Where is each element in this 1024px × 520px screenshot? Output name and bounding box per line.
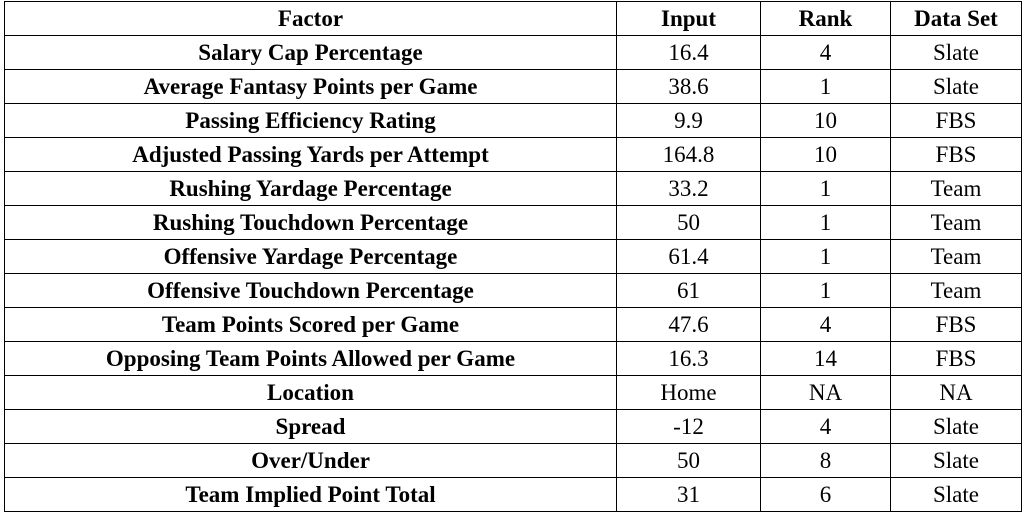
table-row: Opposing Team Points Allowed per Game 16.…: [4, 341, 1022, 376]
cell-factor: Average Fantasy Points per Game: [4, 69, 617, 104]
cell-rank: 4: [760, 307, 891, 342]
table-row: Location Home NA NA: [4, 375, 1022, 410]
cell-data-set: Slate: [890, 477, 1022, 512]
cell-factor: Adjusted Passing Yards per Attempt: [4, 137, 617, 172]
cell-input: 16.3: [616, 341, 761, 376]
cell-rank: 8: [760, 443, 891, 478]
factor-table: Factor Input Rank Data Set Salary Cap Pe…: [4, 1, 1022, 512]
cell-factor: Over/Under: [4, 443, 617, 478]
cell-rank: NA: [760, 375, 891, 410]
table-row: Average Fantasy Points per Game 38.6 1 Slat…: [4, 69, 1022, 104]
cell-data-set: Team: [890, 205, 1022, 240]
table-row: Offensive Yardage Percentage 61.4 1 Team: [4, 239, 1022, 274]
cell-data-set: Team: [890, 171, 1022, 206]
cell-data-set: NA: [890, 375, 1022, 410]
cell-input: 9.9: [616, 103, 761, 138]
cell-rank: 1: [760, 205, 891, 240]
table-row: Spread -12 4 Slate: [4, 409, 1022, 444]
header-rank: Rank: [760, 1, 891, 36]
cell-data-set: FBS: [890, 137, 1022, 172]
table-row: Adjusted Passing Yards per Attempt 164.8 1…: [4, 137, 1022, 172]
cell-factor: Salary Cap Percentage: [4, 35, 617, 70]
cell-input: 31: [616, 477, 761, 512]
cell-data-set: FBS: [890, 341, 1022, 376]
cell-rank: 4: [760, 409, 891, 444]
cell-rank: 1: [760, 171, 891, 206]
cell-rank: 1: [760, 69, 891, 104]
cell-factor: Rushing Yardage Percentage: [4, 171, 617, 206]
cell-data-set: Slate: [890, 443, 1022, 478]
cell-input: 61: [616, 273, 761, 308]
cell-factor: Team Implied Point Total: [4, 477, 617, 512]
table-row: Offensive Touchdown Percentage 61 1 Team: [4, 273, 1022, 308]
cell-rank: 14: [760, 341, 891, 376]
cell-input: 16.4: [616, 35, 761, 70]
cell-data-set: Slate: [890, 69, 1022, 104]
cell-rank: 6: [760, 477, 891, 512]
cell-input: Home: [616, 375, 761, 410]
table-body: Salary Cap Percentage 16.4 4 Slate Average F…: [4, 35, 1022, 512]
header-factor: Factor: [4, 1, 617, 36]
table-header-row: Factor Input Rank Data Set: [4, 1, 1022, 36]
table-row: Passing Efficiency Rating 9.9 10 FBS: [4, 103, 1022, 138]
cell-rank: 1: [760, 273, 891, 308]
cell-rank: 10: [760, 103, 891, 138]
cell-data-set: FBS: [890, 307, 1022, 342]
header-data-set: Data Set: [890, 1, 1022, 36]
cell-input: 164.8: [616, 137, 761, 172]
table-row: Team Points Scored per Game 47.6 4 FBS: [4, 307, 1022, 342]
table-row: Over/Under 50 8 Slate: [4, 443, 1022, 478]
cell-rank: 1: [760, 239, 891, 274]
header-input: Input: [616, 1, 761, 36]
cell-input: 38.6: [616, 69, 761, 104]
cell-factor: Offensive Yardage Percentage: [4, 239, 617, 274]
cell-factor: Rushing Touchdown Percentage: [4, 205, 617, 240]
table-row: Salary Cap Percentage 16.4 4 Slate: [4, 35, 1022, 70]
cell-rank: 4: [760, 35, 891, 70]
cell-input: 50: [616, 443, 761, 478]
cell-input: 50: [616, 205, 761, 240]
cell-factor: Spread: [4, 409, 617, 444]
cell-data-set: Slate: [890, 409, 1022, 444]
table-row: Team Implied Point Total 31 6 Slate: [4, 477, 1022, 512]
cell-input: 61.4: [616, 239, 761, 274]
cell-data-set: FBS: [890, 103, 1022, 138]
cell-rank: 10: [760, 137, 891, 172]
factor-table-container: Factor Input Rank Data Set Salary Cap Pe…: [4, 1, 1022, 512]
cell-factor: Offensive Touchdown Percentage: [4, 273, 617, 308]
cell-data-set: Slate: [890, 35, 1022, 70]
cell-input: 47.6: [616, 307, 761, 342]
cell-input: -12: [616, 409, 761, 444]
cell-data-set: Team: [890, 273, 1022, 308]
cell-factor: Team Points Scored per Game: [4, 307, 617, 342]
cell-factor: Passing Efficiency Rating: [4, 103, 617, 138]
cell-factor: Location: [4, 375, 617, 410]
table-row: Rushing Touchdown Percentage 50 1 Team: [4, 205, 1022, 240]
cell-factor: Opposing Team Points Allowed per Game: [4, 341, 617, 376]
cell-data-set: Team: [890, 239, 1022, 274]
cell-input: 33.2: [616, 171, 761, 206]
table-row: Rushing Yardage Percentage 33.2 1 Team: [4, 171, 1022, 206]
